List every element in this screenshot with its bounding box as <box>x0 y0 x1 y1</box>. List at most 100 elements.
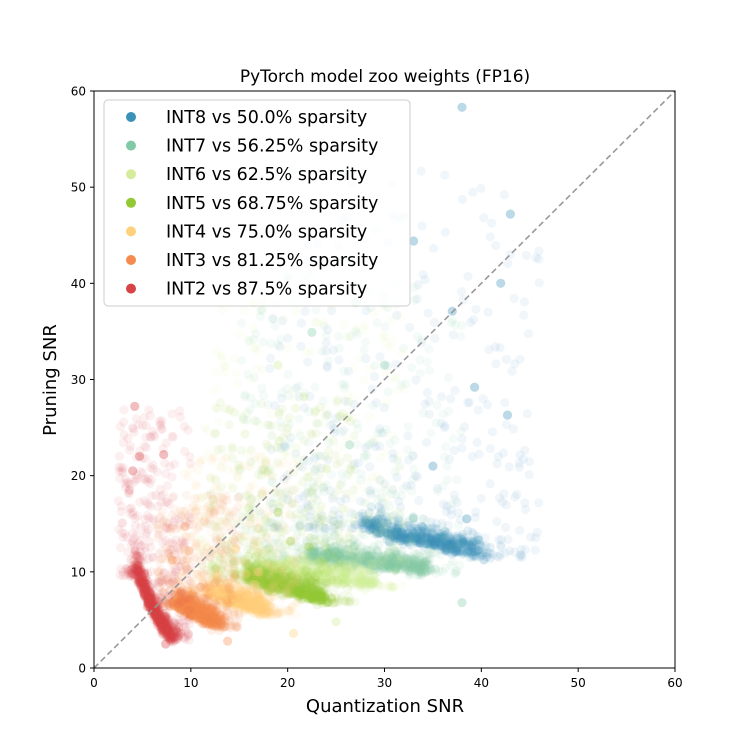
data-point <box>438 537 448 547</box>
data-point <box>479 555 489 565</box>
data-point <box>281 474 291 484</box>
data-point <box>364 517 374 527</box>
data-point <box>375 521 385 531</box>
data-point <box>319 558 329 568</box>
data-point <box>467 547 477 557</box>
data-point <box>446 510 456 520</box>
data-point <box>224 420 234 430</box>
data-point <box>428 243 439 253</box>
data-point <box>405 531 415 541</box>
data-point <box>463 539 473 549</box>
data-point <box>448 541 458 551</box>
data-point <box>428 537 438 547</box>
data-point <box>318 551 328 562</box>
data-point <box>402 521 412 531</box>
data-point <box>375 528 385 538</box>
data-point <box>354 458 364 468</box>
data-point <box>388 521 398 531</box>
data-point <box>399 554 409 564</box>
data-point <box>412 294 422 304</box>
data-point <box>315 402 325 412</box>
data-point <box>367 515 377 525</box>
data-point <box>519 297 530 307</box>
data-point <box>403 537 413 547</box>
data-point <box>426 533 436 543</box>
data-point <box>383 520 393 531</box>
data-point <box>467 541 477 551</box>
data-point <box>361 516 371 526</box>
data-point <box>249 343 259 353</box>
data-point <box>431 538 441 548</box>
data-point <box>457 443 467 453</box>
data-point <box>423 536 433 546</box>
data-point <box>463 542 473 552</box>
data-point <box>482 551 492 562</box>
data-point <box>473 545 483 556</box>
data-point <box>319 317 329 327</box>
data-point <box>459 539 469 549</box>
data-point <box>417 530 427 540</box>
data-point <box>218 361 229 371</box>
data-point <box>383 532 394 542</box>
data-point <box>436 540 446 551</box>
data-point <box>413 280 423 290</box>
data-point <box>415 534 425 545</box>
data-point <box>387 553 397 563</box>
data-point <box>376 525 386 535</box>
data-point <box>304 501 314 511</box>
data-point <box>329 523 339 534</box>
data-point <box>417 531 427 541</box>
data-point <box>434 538 444 548</box>
data-point <box>441 546 451 556</box>
data-point <box>366 524 376 534</box>
data-point <box>390 533 400 543</box>
data-point <box>341 494 351 504</box>
data-point <box>201 538 211 548</box>
data-point <box>361 443 371 453</box>
data-point <box>431 533 442 543</box>
data-point <box>392 533 402 544</box>
data-point <box>283 494 293 505</box>
data-point <box>446 394 456 404</box>
data-point <box>490 342 500 352</box>
data-point <box>382 535 392 545</box>
data-point <box>207 456 217 466</box>
data-point <box>426 565 436 575</box>
data-point <box>446 540 456 550</box>
data-point <box>398 534 408 544</box>
data-point <box>451 542 461 552</box>
data-point <box>403 536 413 547</box>
data-point <box>390 530 400 540</box>
data-point <box>317 595 328 605</box>
data-point <box>471 304 481 314</box>
data-point <box>478 547 488 557</box>
data-point <box>341 332 352 342</box>
data-point <box>384 557 394 568</box>
data-point <box>429 317 439 327</box>
data-point <box>326 305 337 316</box>
data-point <box>369 521 379 531</box>
data-point <box>450 385 460 396</box>
data-point <box>305 583 316 593</box>
data-point <box>430 536 440 547</box>
data-point <box>315 451 325 461</box>
data-point <box>427 529 437 539</box>
data-point <box>303 523 313 533</box>
data-point <box>279 458 289 468</box>
data-point <box>431 523 441 534</box>
data-point <box>305 521 315 532</box>
data-point <box>357 556 367 566</box>
data-point <box>466 543 476 554</box>
data-point <box>453 543 463 553</box>
data-point <box>451 540 461 551</box>
data-point <box>310 547 320 557</box>
data-point <box>434 537 444 547</box>
data-point <box>366 553 376 563</box>
data-point <box>426 536 436 546</box>
data-point <box>441 546 451 556</box>
data-point <box>334 510 344 520</box>
data-point <box>262 468 272 478</box>
data-point <box>441 506 451 517</box>
data-point <box>349 459 360 469</box>
data-point <box>385 342 395 352</box>
